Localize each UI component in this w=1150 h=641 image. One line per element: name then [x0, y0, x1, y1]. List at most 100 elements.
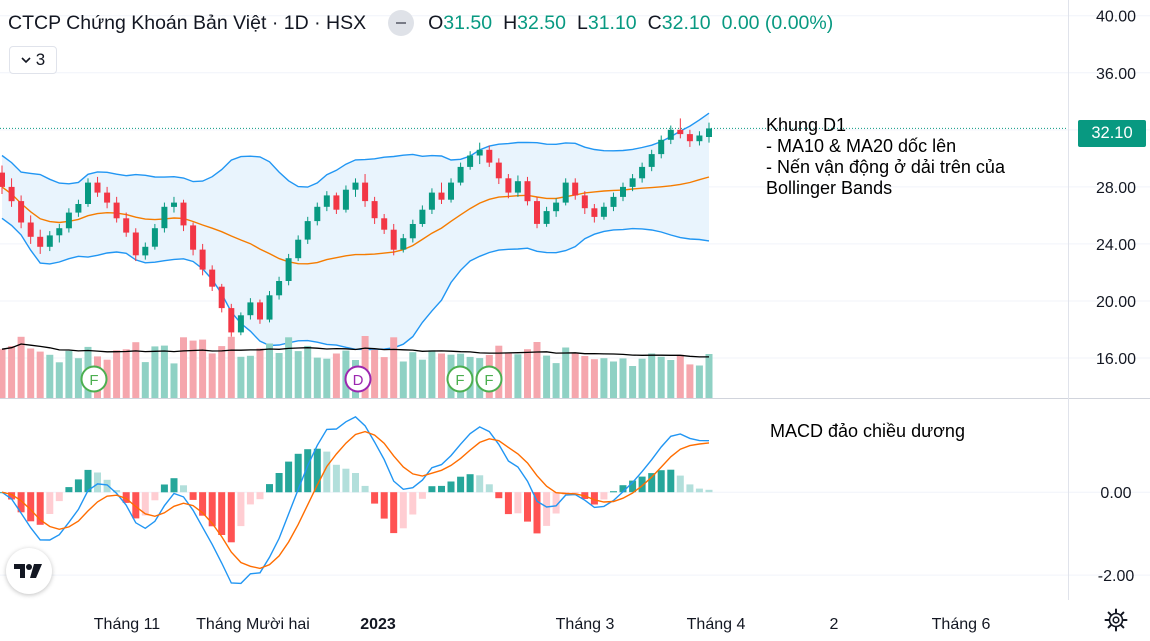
volume-bar [151, 346, 159, 398]
candle-body [142, 246, 149, 256]
macd-histogram-bar [447, 481, 455, 493]
candle-body [352, 182, 359, 190]
macd-histogram-bar [113, 490, 121, 493]
event-marker [344, 365, 372, 393]
volume-bar [590, 359, 598, 398]
candle-body [667, 129, 674, 140]
macd-histogram-bar [227, 492, 235, 543]
indicator-count: 3 [35, 50, 46, 69]
macd-histogram-bar [256, 492, 264, 500]
candle-body [476, 149, 483, 156]
macd-histogram-bar [552, 492, 560, 514]
macd-histogram-bar [342, 468, 350, 493]
volume-bar [571, 352, 579, 398]
event-marker [475, 365, 503, 393]
candle-body [600, 206, 607, 217]
macd-histogram-bar [485, 484, 493, 493]
macd-histogram-bar [457, 476, 465, 493]
annotation-bottom[interactable]: MACD đảo chiều dương [770, 421, 965, 441]
macd-histogram-bar [428, 486, 436, 493]
macd-histogram-bar [667, 469, 675, 493]
grid-lines [0, 0, 1150, 600]
candle-body [0, 172, 5, 187]
candle-body [123, 218, 130, 233]
volume-bar [705, 354, 713, 398]
candle-body [610, 196, 617, 207]
macd-histogram-bar [94, 472, 101, 493]
volume-bar [74, 358, 82, 398]
candle-body [495, 162, 502, 179]
candle-body [658, 139, 665, 155]
volume-bar [514, 354, 522, 398]
time-axis[interactable]: Tháng 11 Tháng Mười hai 2023 Tháng 3 Tháng 4… [94, 616, 991, 633]
volume-bar [275, 353, 283, 398]
volume-bar [332, 353, 340, 398]
candle-body [46, 235, 53, 247]
volume-bar [371, 349, 379, 398]
macd-pane[interactable] [0, 416, 713, 585]
candle-body [381, 218, 388, 230]
macd-histogram-bar [543, 492, 551, 526]
macd-histogram-bar [409, 492, 417, 515]
macd-histogram-bar [103, 479, 111, 493]
volume-bar [55, 362, 63, 398]
macd-histogram-bar [36, 492, 44, 525]
macd-histogram-bar [648, 473, 656, 493]
high-value: 32.50 [517, 11, 566, 34]
macd-histogram-bar [524, 492, 531, 522]
candlesticks[interactable] [0, 118, 712, 337]
candle-body [400, 238, 407, 250]
macd-histogram-bar [294, 453, 302, 493]
macd-histogram-bar [380, 492, 388, 519]
macd-histogram-bar [46, 492, 54, 514]
event-marker [80, 365, 108, 393]
price-axis[interactable]: 40.0036.0032.0028.0024.0020.0016.000.00-… [1096, 9, 1136, 585]
macd-histogram-bar [275, 473, 283, 493]
volume-bar [313, 357, 321, 398]
hide-indicator-icon[interactable] [388, 10, 415, 36]
macd-histogram-bar [371, 492, 379, 504]
candle-body [171, 202, 177, 207]
macd-histogram-bar [189, 492, 197, 500]
volume-bar [428, 350, 436, 398]
candle-body [190, 225, 197, 250]
macd-histogram-bar [246, 492, 254, 505]
symbol-title[interactable]: CTCP Chứng Khoán Bản Việt · 1D · HSX [8, 11, 367, 34]
indicators-collapse-button[interactable]: 3 [9, 46, 57, 74]
macd-histogram-bar [657, 470, 665, 493]
candle-body [75, 204, 82, 213]
symbol-header: CTCP Chứng Khoán Bản Việt · 1D · HSX O 31… [8, 10, 844, 36]
candle-body [27, 222, 34, 237]
macd-histogram-bar [514, 492, 522, 514]
time-tick-label: 2023 [360, 616, 396, 633]
volume-bar [0, 349, 6, 398]
macd-histogram-bar [266, 484, 273, 493]
macd-histogram-bar [619, 485, 627, 493]
candle-body [161, 206, 168, 229]
macd-histogram-bar [218, 492, 226, 535]
candle-body [314, 206, 321, 222]
time-tick-label: Tháng 3 [556, 616, 615, 633]
macd-histogram-bar [629, 480, 637, 493]
price-tick-label: 36.00 [1096, 66, 1136, 83]
volume-bar [208, 353, 216, 398]
macd-histogram-bar [84, 469, 92, 493]
candle-body [104, 192, 111, 203]
last-price-tag: 32.10 [1078, 120, 1146, 147]
candle-body [199, 249, 206, 270]
candle-body [648, 154, 655, 167]
volume-bar [304, 345, 312, 398]
macd-histogram-bar [590, 492, 598, 505]
candle-body [295, 239, 302, 259]
settings-gear-icon[interactable] [1104, 608, 1128, 632]
low-label: L [576, 11, 588, 34]
candle-body [505, 178, 512, 193]
tradingview-logo[interactable] [6, 548, 52, 594]
change-value: 0.00 (0.00%) [721, 11, 834, 34]
annotation-top[interactable]: Khung D1 - MA10 & MA20 dốc lên - Nến vận… [766, 115, 1005, 198]
price-tick-label: 40.00 [1096, 9, 1136, 26]
candle-body [524, 181, 531, 202]
candle-body [553, 202, 560, 212]
